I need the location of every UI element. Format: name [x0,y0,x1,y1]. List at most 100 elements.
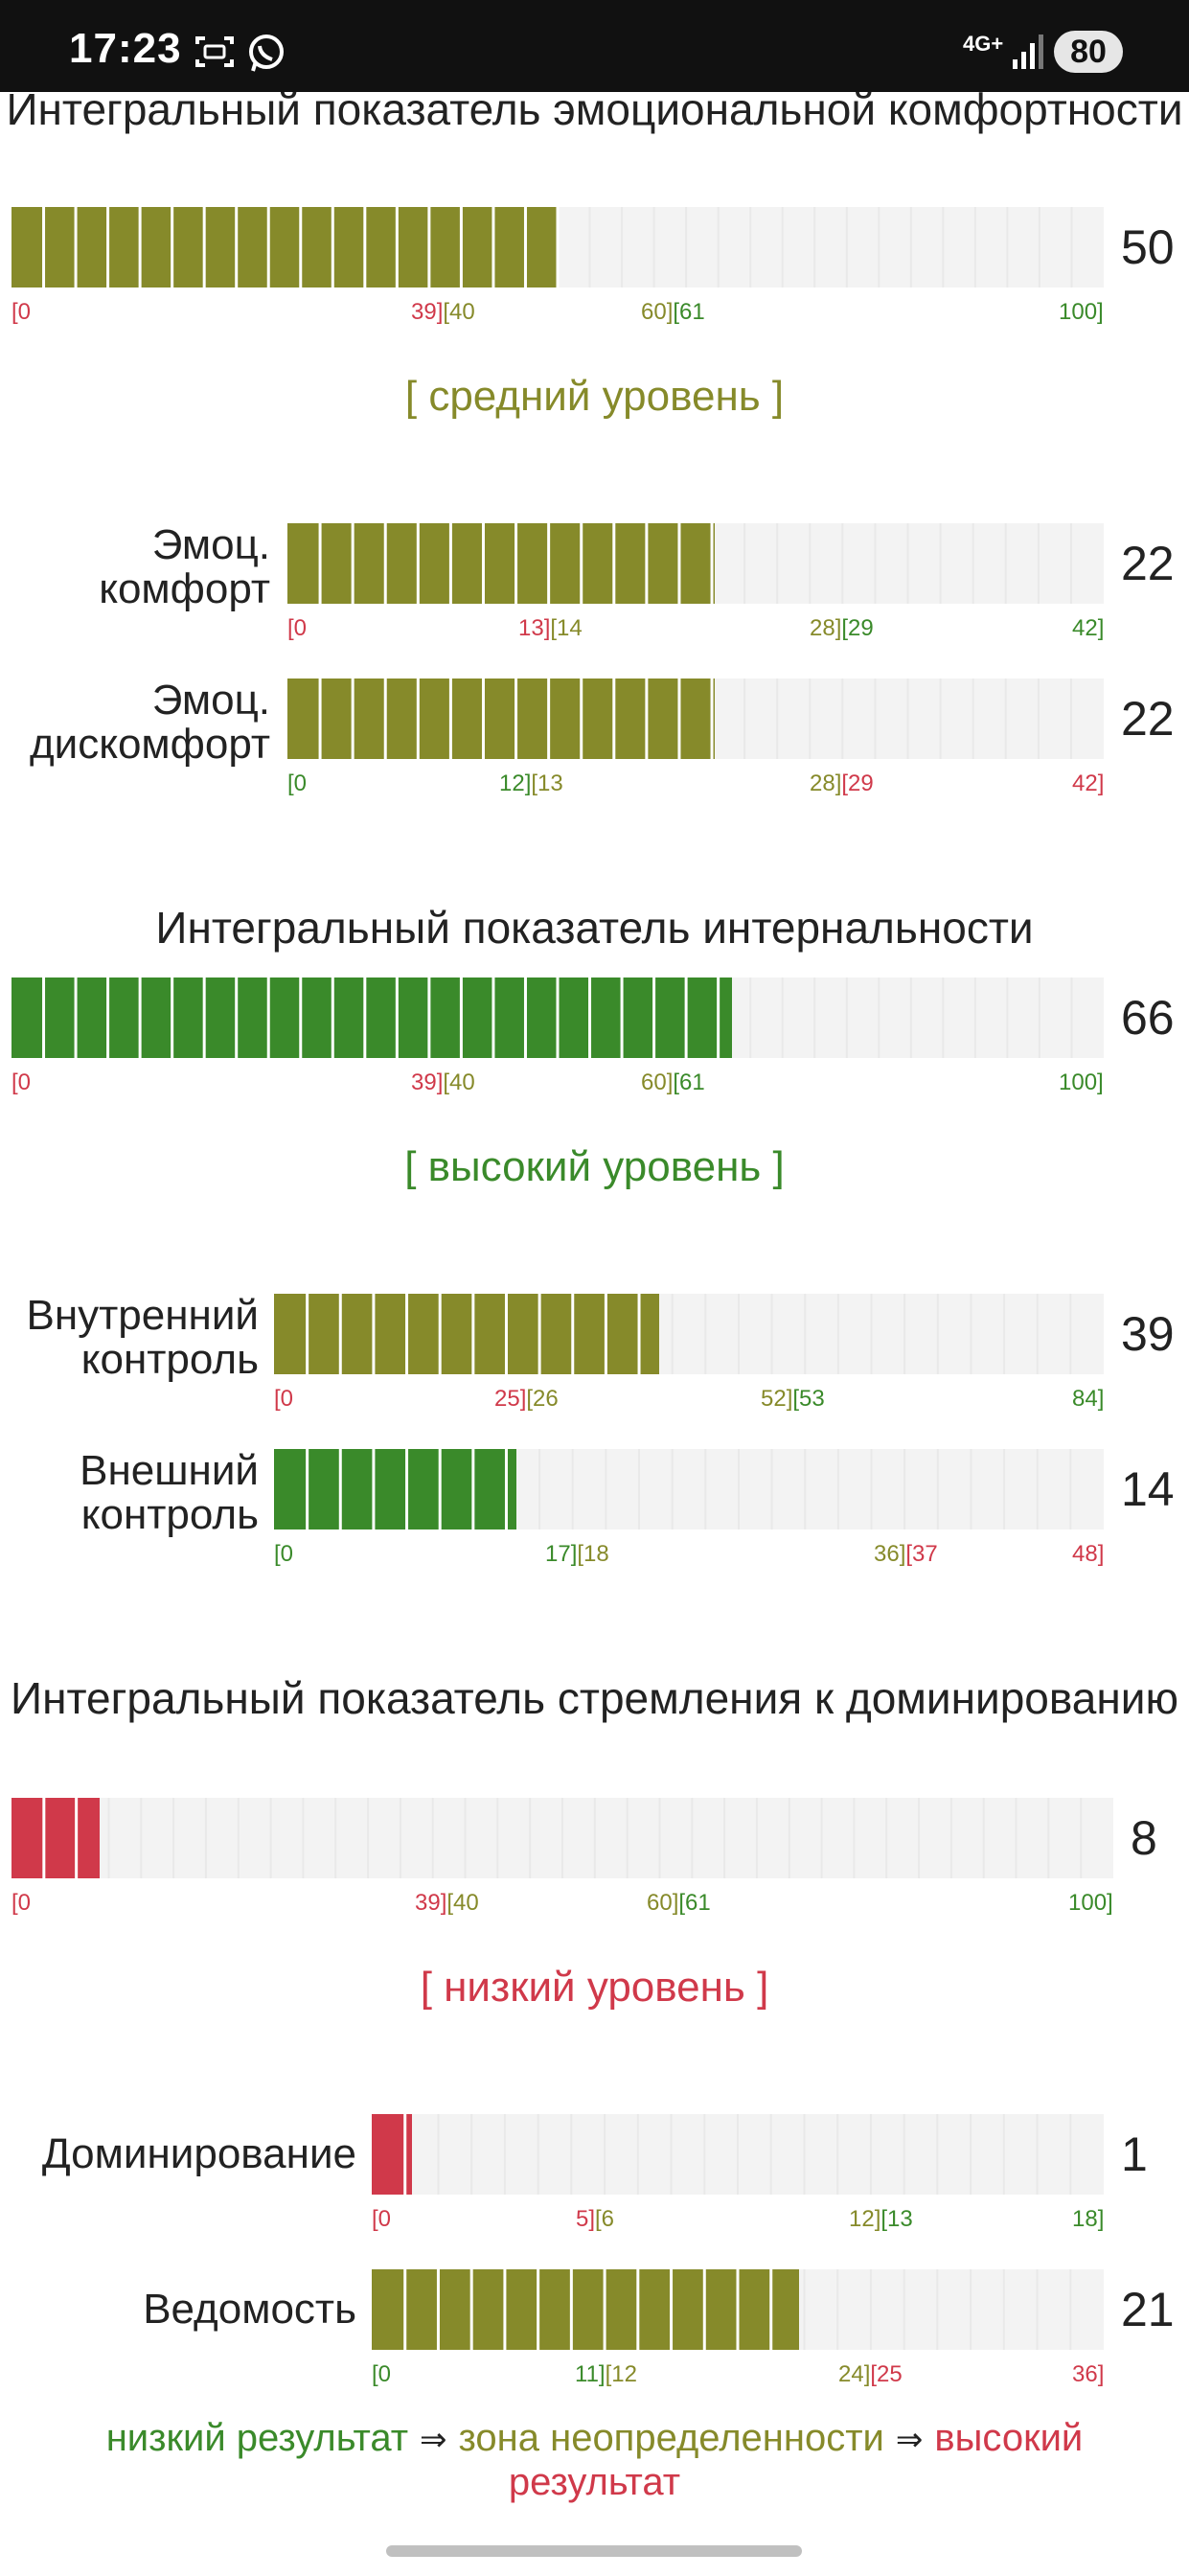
tick-label-part: [14 [550,615,583,641]
legend-arrow-2: ⇒ [895,2422,924,2458]
tick-label-part: 24] [838,2361,871,2387]
bar-fill [11,207,558,288]
tick-label-part: 28] [810,770,842,796]
tick-label-part: [61 [678,1890,711,1916]
row-label-emotional-comfort-sub: Эмоц. комфорт [99,521,270,612]
score-internality: 66 [1121,991,1175,1045]
tick-label: 28][29 [810,770,874,797]
tick-label: [0 [11,299,31,326]
tick-label: 42] [1072,770,1104,797]
legend-mid: зона неопределенности [458,2417,884,2459]
main-bar-emotional-comfort [11,207,1104,288]
section-title-emotional-comfort: Интегральный показатель эмоциональной ко… [6,84,1183,134]
score-emotional-comfort: 50 [1121,220,1175,274]
score-emotional-comfort-sub: 22 [1121,537,1175,590]
screenshot-icon [195,36,234,67]
tick-label-part: [0 [11,299,32,325]
tick-label-part: [0 [274,1386,294,1412]
home-indicator[interactable] [386,2545,802,2557]
tick-label: 100] [1068,1890,1113,1917]
tick-label-part: [13 [880,2206,913,2232]
tick-label-part: 39] [415,1890,447,1916]
signal-icon [1013,34,1043,69]
tick-label: 100] [1059,299,1104,326]
tick-label-part: 100] [1059,1070,1104,1095]
tick-label: 39][40 [411,1070,475,1096]
sub-bar-domination [372,2114,1104,2195]
tick-label: 36][37 [874,1541,938,1568]
tick-label: [0 [274,1541,293,1568]
row-label-domination: Доминирование [41,2130,356,2177]
tick-label-part: [53 [792,1386,825,1412]
battery-indicator: 80 [1054,31,1123,73]
status-bar: 17:23 4G+ 80 [0,0,1189,92]
tick-label-part: [26 [526,1386,559,1412]
tick-label: 11][12 [575,2361,637,2388]
score-submissiveness: 21 [1121,2283,1175,2336]
tick-label: 5][6 [576,2206,614,2233]
sub-bar-external-control [274,1449,1104,1530]
bar-segments [318,523,1072,604]
level-internality: [ высокий уровень ] [404,1143,785,1190]
tick-label-part: 11] [575,2361,606,2387]
section-title-dominance: Интегральный показатель стремления к дом… [11,1673,1178,1723]
tick-label-part: 39] [411,1070,444,1095]
bar-segments [306,1449,1072,1530]
tick-label-part: 18] [1072,2206,1105,2232]
tick-label-part: 36] [874,1541,906,1567]
tick-label-part: 17] [545,1541,578,1567]
bar-segments [403,2269,1072,2350]
tick-label-part: 42] [1072,770,1105,796]
tick-label: 17][18 [545,1541,609,1568]
tick-label-part: 12] [499,770,532,796]
tick-label: 84] [1072,1386,1104,1413]
tick-label: [0 [11,1890,31,1917]
tick-label: 12][13 [849,2206,913,2233]
row-label-emotional-discomfort: Эмоц. дискомфорт [29,677,270,768]
row-label-external-control: Внешний контроль [80,1447,259,1538]
bar-fill [11,1798,100,1878]
tick-label-part: 12] [849,2206,881,2232]
tick-label-part: [29 [841,770,874,796]
tick-label-part: 25] [494,1386,527,1412]
section-title-internality: Интегральный показатель интернальности [155,903,1034,953]
tick-label: [0 [372,2206,391,2233]
tick-label-part: [61 [673,299,705,325]
tick-label: 36] [1072,2361,1104,2388]
sub-bar-emotional-comfort [287,523,1104,604]
clock: 17:23 [69,25,182,72]
tick-label: [0 [11,1070,31,1096]
tick-label-part: [37 [905,1541,938,1567]
bar-segments [42,978,1073,1058]
row-label-submissiveness: Ведомость [143,2286,356,2333]
tick-label: [0 [274,1386,293,1413]
tick-label-part: [6 [595,2206,615,2232]
score-domination: 1 [1121,2128,1148,2181]
tick-label: 39][40 [415,1890,479,1917]
tick-label-part: 60] [647,1890,679,1916]
tick-label: 48] [1072,1541,1104,1568]
tick-label: 18] [1072,2206,1104,2233]
tick-label: 60][61 [647,1890,711,1917]
tick-label-part: [29 [841,615,874,641]
legend-low: низкий результат [105,2417,409,2459]
tick-label-part: [13 [531,770,563,796]
tick-label-part: 84] [1072,1386,1105,1412]
legend-high: высокий результат [508,2417,1084,2503]
tick-label-part: [61 [673,1070,705,1095]
level-dominance: [ низкий уровень ] [420,1964,769,2011]
tick-label-part: 48] [1072,1541,1105,1567]
legend: низкий результат ⇒ зона неопределенности ⇒ в… [38,2417,1151,2503]
score-external-control: 14 [1121,1462,1175,1516]
score-emotional-discomfort: 22 [1121,692,1175,746]
tick-label: 60][61 [641,1070,705,1096]
tick-label: 13][14 [518,615,583,642]
tick-label-part: 100] [1068,1890,1113,1916]
row-label-internal-control: Внутренний контроль [26,1292,260,1383]
tick-label-part: 100] [1059,299,1104,325]
tick-label: [0 [287,615,307,642]
tick-label: 12][13 [499,770,563,797]
tick-label-part: 39] [411,299,444,325]
bar-fill [11,978,732,1058]
sub-bar-submissiveness [372,2269,1104,2350]
